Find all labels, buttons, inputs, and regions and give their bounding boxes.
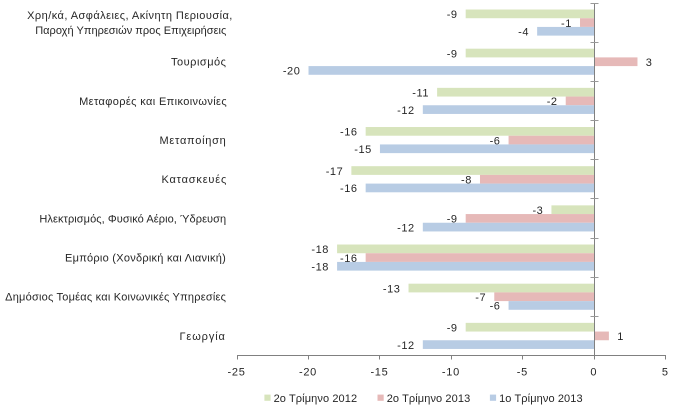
svg-text:Γεωργία: Γεωργία [179, 331, 225, 343]
svg-text:-9: -9 [447, 48, 458, 60]
svg-text:-17: -17 [326, 166, 344, 178]
svg-text:Δημόσιος Τομέας και Κοινωνικές: Δημόσιος Τομέας και Κοινωνικές Υπηρεσίες [5, 292, 226, 304]
svg-text:-10: -10 [442, 366, 460, 378]
svg-text:-12: -12 [397, 222, 415, 234]
svg-text:-2: -2 [547, 96, 558, 108]
svg-text:Μεταποίηση: Μεταποίηση [160, 135, 227, 147]
svg-text:-18: -18 [311, 262, 329, 274]
svg-text:-6: -6 [490, 135, 501, 147]
svg-text:3: 3 [646, 57, 653, 69]
svg-text:-12: -12 [397, 105, 415, 117]
svg-text:Κατασκευές: Κατασκευές [161, 174, 227, 186]
svg-text:-13: -13 [383, 283, 401, 295]
svg-text:-5: -5 [517, 366, 528, 378]
svg-text:-16: -16 [340, 183, 358, 195]
svg-text:5: 5 [662, 366, 669, 378]
svg-text:Ηλεκτρισμός, Φυσικό Αέριο, Ύδρ: Ηλεκτρισμός, Φυσικό Αέριο, Ύδρευση [39, 213, 226, 225]
svg-text:Μεταφορές και Επικοινωνίες: Μεταφορές και Επικοινωνίες [79, 96, 227, 108]
svg-text:1ο Τρίμηνο 2013: 1ο Τρίμηνο 2013 [499, 393, 583, 405]
svg-text:Εμπόριο (Χονδρική και Λιανική): Εμπόριο (Χονδρική και Λιανική) [65, 252, 226, 264]
svg-text:-18: -18 [311, 244, 329, 256]
svg-text:-6: -6 [490, 301, 501, 313]
svg-text:Χρη/κά, Ασφάλειες, Ακίνητη Περ: Χρη/κά, Ασφάλειες, Ακίνητη Περιουσία, [27, 10, 233, 22]
svg-text:2ο Τρίμηνο 2013: 2ο Τρίμηνο 2013 [387, 393, 471, 405]
svg-text:-20: -20 [299, 366, 317, 378]
svg-text:-16: -16 [340, 253, 358, 265]
svg-text:-25: -25 [228, 366, 246, 378]
svg-text:-3: -3 [532, 205, 543, 217]
svg-text:-15: -15 [370, 366, 388, 378]
svg-text:-4: -4 [518, 27, 529, 39]
svg-text:-11: -11 [412, 88, 429, 100]
svg-text:-1: -1 [561, 18, 572, 30]
svg-text:2ο Τρίμηνο 2012: 2ο Τρίμηνο 2012 [274, 393, 358, 405]
svg-text:-20: -20 [283, 66, 301, 78]
svg-text:Παροχή Υπηρεσιών προς Επιχειρή: Παροχή Υπηρεσιών προς Επιχειρήσεις [35, 25, 226, 37]
svg-text:-16: -16 [340, 127, 358, 139]
svg-text:-8: -8 [461, 175, 472, 187]
svg-text:Τουρισμός: Τουρισμός [171, 57, 226, 69]
svg-text:-7: -7 [475, 292, 486, 304]
svg-text:-9: -9 [447, 214, 458, 226]
svg-text:-12: -12 [397, 340, 415, 352]
svg-text:-15: -15 [354, 144, 372, 156]
svg-text:0: 0 [590, 366, 597, 378]
svg-text:-9: -9 [447, 323, 458, 335]
svg-text:-9: -9 [447, 9, 458, 21]
svg-text:1: 1 [617, 331, 624, 343]
